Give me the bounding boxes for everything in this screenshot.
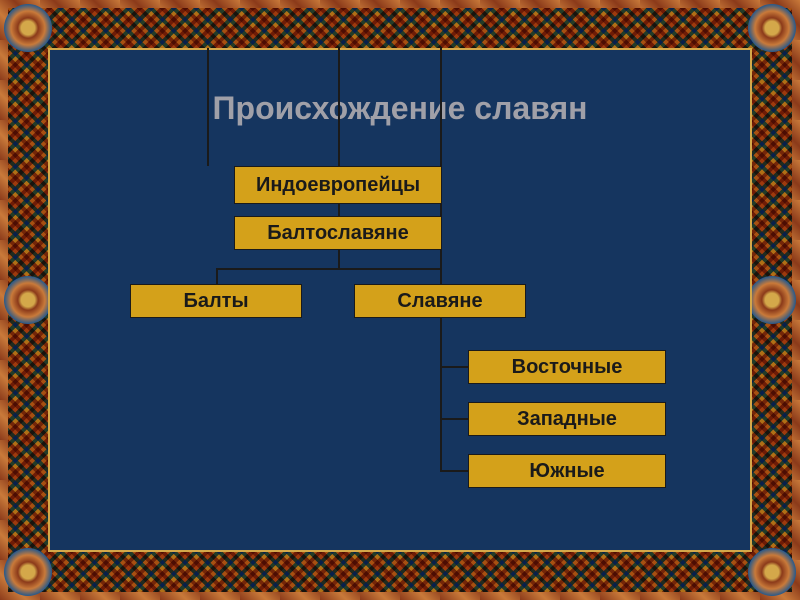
edge-line [216,268,218,284]
edge-line [440,318,442,472]
edge-line [338,204,340,216]
node-label: Балты [183,290,248,312]
edge-line [440,418,468,420]
edge-line [216,268,340,270]
corner-ornament-icon [748,548,796,596]
node-western: Западные [468,402,666,436]
node-baltoslavs: Балтославяне [234,216,442,250]
edge-line [338,250,340,270]
node-label: Южные [529,460,604,482]
corner-ornament-icon [4,548,52,596]
corner-ornament-icon [748,4,796,52]
node-southern: Южные [468,454,666,488]
node-label: Индоевропейцы [256,174,420,196]
edge-line [440,470,468,472]
corner-ornament-icon [4,4,52,52]
edge-line [207,48,209,166]
node-label: Славяне [397,290,482,312]
diagram-title: Происхождение славян [48,90,752,127]
diagram-content: Происхождение славян Индоевропейцы Балто… [48,48,752,552]
node-label: Западные [517,408,617,430]
edge-line [338,48,340,166]
edge-line [338,268,440,270]
corner-ornament-icon [4,276,52,324]
node-label: Восточные [512,356,623,378]
node-balts: Балты [130,284,302,318]
node-indoeuropeans: Индоевропейцы [234,166,442,204]
node-slavs: Славяне [354,284,526,318]
node-label: Балтославяне [267,222,409,244]
corner-ornament-icon [748,276,796,324]
edge-line [440,366,468,368]
node-eastern: Восточные [468,350,666,384]
